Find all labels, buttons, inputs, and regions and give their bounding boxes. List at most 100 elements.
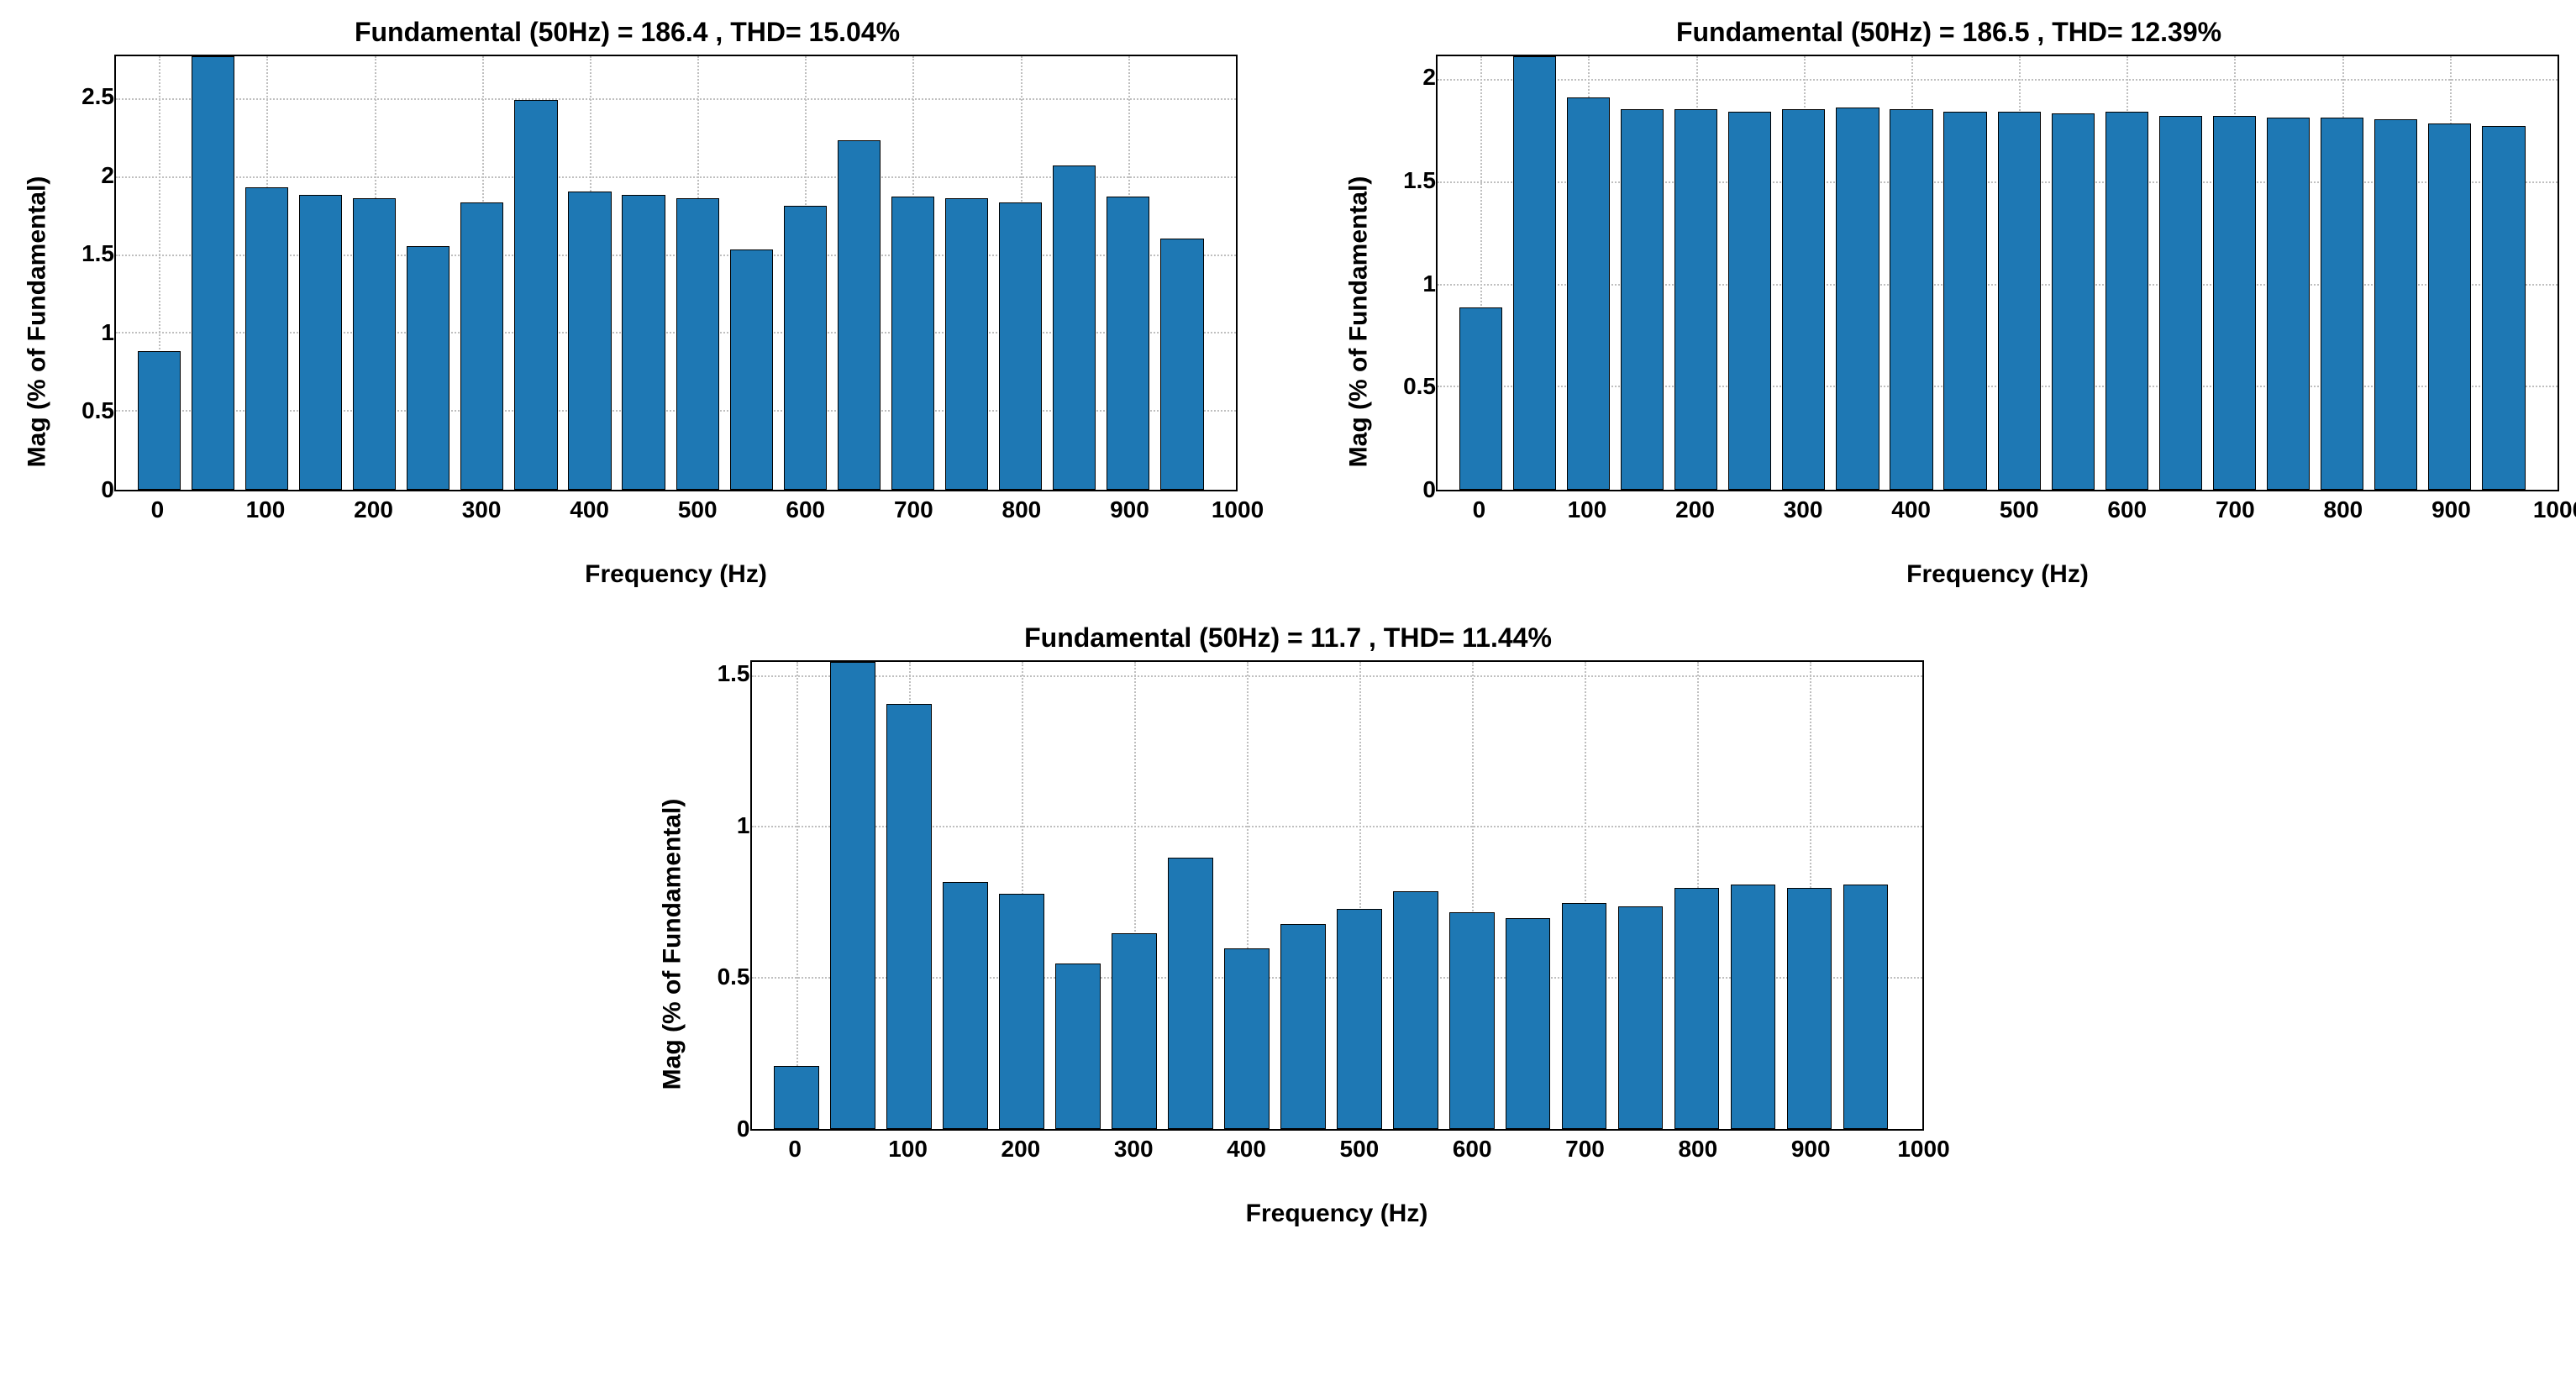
bar [838,140,881,490]
x-tick-label: 100 [246,496,286,523]
bar [2105,112,2148,490]
x-tick-label: 900 [1791,1136,1831,1163]
bar [784,206,827,490]
y-tick-label: 1.5 [718,660,750,687]
x-axis-ticks: 01002003004005006007008009001000 [750,1131,1924,1164]
bar [1890,109,1932,490]
bar [245,187,288,490]
bar [1224,948,1270,1129]
charts-grid: Fundamental (50Hz) = 186.4 , THD= 15.04%… [17,17,2559,1228]
bar [830,662,875,1129]
bar [1168,858,1213,1129]
x-tick-label: 500 [1340,1136,1380,1163]
bar [1393,891,1438,1129]
plot-area [1436,55,2559,491]
y-tick-label: 1.5 [1403,167,1436,194]
y-tick-label: 0.5 [718,964,750,990]
x-tick-label: 600 [786,496,825,523]
bar [1053,165,1096,490]
ylabel-wrap: Mag (% of Fundamental) [653,660,693,1228]
x-tick-label: 1000 [1212,496,1264,523]
x-tick-label: 400 [1227,1136,1266,1163]
chart-panel-1: Fundamental (50Hz) = 186.4 , THD= 15.04%… [17,17,1238,589]
bar [1513,56,1556,490]
bar [1843,885,1889,1129]
bar [1449,912,1495,1129]
x-axis-ticks: 01002003004005006007008009001000 [1436,491,2559,525]
x-tick-label: 300 [1784,496,1823,523]
bar [514,100,557,490]
bar [999,202,1042,490]
bar [1280,924,1326,1129]
bar [1107,197,1149,490]
bar [1562,903,1607,1129]
chart-title: Fundamental (50Hz) = 186.5 , THD= 12.39% [1338,17,2559,48]
x-tick-label: 800 [1002,496,1042,523]
plot-outer: 01002003004005006007008009001000 Frequen… [1436,55,2559,589]
bar [622,195,665,490]
bar [2267,118,2310,490]
bar [2052,113,2095,490]
x-tick-label: 200 [354,496,393,523]
y-tick-label: 1 [737,812,750,839]
bar [999,894,1044,1129]
x-tick-label: 400 [1891,496,1931,523]
bar [568,192,611,490]
x-axis-label: Frequency (Hz) [114,560,1238,589]
bar [1836,108,1879,490]
x-tick-label: 900 [2431,496,2471,523]
x-tick-label: 100 [1568,496,1607,523]
bar [1943,112,1986,490]
x-tick-label: 0 [151,496,165,523]
bar [2428,123,2471,490]
bar [1112,933,1157,1129]
y-axis-label: Mag (% of Fundamental) [23,176,51,468]
x-tick-label: 0 [1473,496,1486,523]
plot-area [114,55,1238,491]
ylabel-wrap: Mag (% of Fundamental) [1338,55,1379,589]
x-tick-label: 100 [888,1136,928,1163]
y-axis-ticks: 00.511.522.5 [57,55,114,491]
y-axis-ticks: 00.511.5 [693,660,750,1131]
x-tick-label: 700 [2216,496,2255,523]
bar [1998,112,2041,490]
x-tick-label: 200 [1675,496,1715,523]
x-tick-label: 900 [1110,496,1149,523]
bar [1674,888,1720,1129]
x-axis-label: Frequency (Hz) [1436,560,2559,589]
y-tick-label: 0 [1422,476,1436,503]
bar [1731,885,1776,1129]
x-tick-label: 500 [2000,496,2039,523]
ylabel-wrap: Mag (% of Fundamental) [17,55,57,589]
x-tick-label: 700 [1565,1136,1605,1163]
chart-panel-2: Fundamental (50Hz) = 186.5 , THD= 12.39%… [1338,17,2559,589]
bar [1567,97,1610,490]
bar [2321,118,2363,490]
y-tick-label: 2.5 [81,83,114,110]
plot-area [750,660,1924,1131]
chart-body: Mag (% of Fundamental) 00.511.52 0100200… [1338,55,2559,589]
bars-layer [1438,56,2558,490]
bar [2213,116,2256,490]
chart-panel-3: Fundamental (50Hz) = 11.7 , THD= 11.44% … [653,622,1924,1228]
plot-outer: 01002003004005006007008009001000 Frequen… [114,55,1238,589]
bar [299,195,342,490]
x-tick-label: 800 [1678,1136,1717,1163]
x-tick-label: 1000 [2533,496,2576,523]
bar [1506,918,1551,1129]
y-tick-label: 2 [1422,64,1436,91]
y-axis-label: Mag (% of Fundamental) [659,799,687,1090]
bar [192,56,234,490]
bar [1160,239,1203,490]
chart-body: Mag (% of Fundamental) 00.511.5 01002003… [653,660,1924,1228]
x-tick-label: 700 [894,496,933,523]
y-tick-label: 2 [101,162,114,189]
bar [138,351,181,490]
bars-layer [116,56,1236,490]
x-tick-label: 200 [1001,1136,1041,1163]
bar [676,198,719,490]
bar [1621,109,1664,490]
x-tick-label: 1000 [1897,1136,1949,1163]
bar [2482,126,2525,490]
plot-outer: 01002003004005006007008009001000 Frequen… [750,660,1924,1228]
